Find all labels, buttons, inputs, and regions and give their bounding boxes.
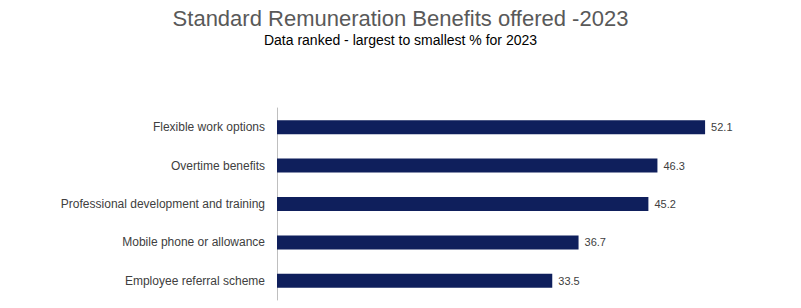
svg-text:Flexible work options: Flexible work options: [153, 120, 265, 134]
svg-text:Overtime benefits: Overtime benefits: [171, 159, 265, 173]
svg-text:36.7: 36.7: [585, 236, 606, 248]
svg-text:Mobile phone or allowance: Mobile phone or allowance: [122, 235, 265, 249]
svg-text:Data ranked - largest to small: Data ranked - largest to smallest % for …: [264, 32, 537, 48]
svg-text:Professional development and t: Professional development and training: [61, 197, 265, 211]
svg-text:46.3: 46.3: [663, 160, 684, 172]
svg-text:Standard Remuneration Benefits: Standard Remuneration Benefits offered -…: [173, 6, 629, 31]
svg-text:Employee referral scheme: Employee referral scheme: [125, 274, 265, 288]
svg-text:52.1: 52.1: [711, 121, 732, 133]
svg-text:45.2: 45.2: [654, 198, 675, 210]
svg-text:33.5: 33.5: [558, 275, 579, 287]
